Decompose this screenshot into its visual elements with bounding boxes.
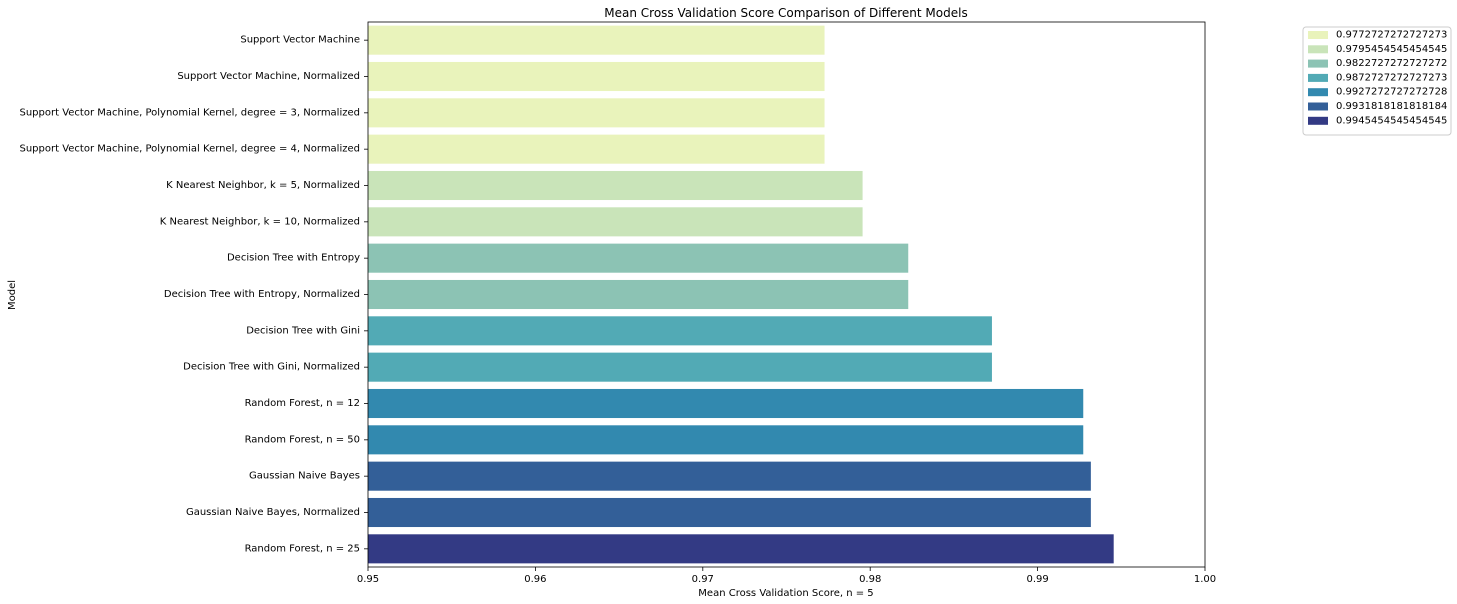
legend-swatch <box>1308 88 1328 97</box>
legend-label: 0.9822727272727272 <box>1336 58 1447 69</box>
y-tick-label: K Nearest Neighbor, k = 10, Normalized <box>160 216 360 227</box>
y-tick-label: Gaussian Naive Bayes, Normalized <box>186 507 360 518</box>
legend: 0.9772727272727273 0.9795454545454545 0.98… <box>1302 26 1452 136</box>
legend-label: 0.9931818181818184 <box>1336 101 1447 112</box>
legend-swatch <box>1308 116 1328 125</box>
y-tick-label: Decision Tree with Entropy, Normalized <box>164 289 360 300</box>
bar <box>368 61 825 92</box>
bar <box>368 134 825 164</box>
bar <box>368 388 1084 419</box>
legend-label: 0.9872727272727273 <box>1336 72 1447 83</box>
y-tick-label: Random Forest, n = 12 <box>245 398 360 409</box>
legend-swatch <box>1308 59 1328 68</box>
y-tick-label: Support Vector Machine, Normalized <box>177 71 360 82</box>
y-tick-label: Random Forest, n = 25 <box>245 543 360 554</box>
legend-label: 0.9795454545454545 <box>1336 44 1447 55</box>
x-tick-label: 0.97 <box>692 574 714 585</box>
plot-frame <box>367 21 1206 568</box>
legend-frame <box>1302 26 1452 136</box>
bar <box>368 425 1084 455</box>
legend-label: 0.9945454545454545 <box>1336 115 1447 126</box>
legend-swatch <box>1308 73 1328 82</box>
x-tick-label: 0.96 <box>524 574 546 585</box>
y-axis-label: Model <box>7 280 18 310</box>
bar <box>368 243 909 273</box>
x-ticks: 0.95 0.96 0.97 0.98 0.99 1.00 <box>357 567 1216 585</box>
y-tick-label: Decision Tree with Gini <box>246 325 360 336</box>
x-tick-label: 0.99 <box>1026 574 1048 585</box>
bars-group <box>368 25 1114 564</box>
bar <box>368 207 863 237</box>
legend-swatch <box>1308 45 1328 54</box>
y-tick-label: Decision Tree with Gini, Normalized <box>183 362 360 373</box>
x-tick-label: 0.95 <box>357 574 379 585</box>
chart-title: Mean Cross Validation Score Comparison o… <box>604 6 967 20</box>
y-tick-label: Random Forest, n = 50 <box>245 434 360 445</box>
x-tick-label: 1.00 <box>1194 574 1216 585</box>
y-tick-labels: Support Vector Machine Support Vector Mac… <box>19 35 368 554</box>
y-tick-label: Support Vector Machine <box>240 35 360 46</box>
y-tick-label: Support Vector Machine, Polynomial Kerne… <box>19 107 360 118</box>
bar <box>368 316 992 346</box>
bar <box>368 352 992 382</box>
y-tick-label: Gaussian Naive Bayes <box>249 471 360 482</box>
bar <box>368 98 825 128</box>
x-axis-label: Mean Cross Validation Score, n = 5 <box>698 588 873 599</box>
bar <box>368 497 1091 528</box>
legend-label: 0.9927272727272728 <box>1336 87 1447 98</box>
legend-swatch <box>1308 102 1328 111</box>
x-tick-label: 0.98 <box>859 574 881 585</box>
legend-swatch <box>1308 31 1328 39</box>
y-tick-label: Support Vector Machine, Polynomial Kerne… <box>19 144 360 155</box>
bar <box>368 461 1091 491</box>
bar <box>368 25 825 55</box>
bar <box>368 170 863 201</box>
legend-label: 0.9772727272727273 <box>1336 30 1447 41</box>
y-tick-label: K Nearest Neighbor, k = 5, Normalized <box>166 180 360 191</box>
bar <box>368 279 909 310</box>
bar <box>368 534 1114 564</box>
y-tick-label: Decision Tree with Entropy <box>227 253 360 264</box>
